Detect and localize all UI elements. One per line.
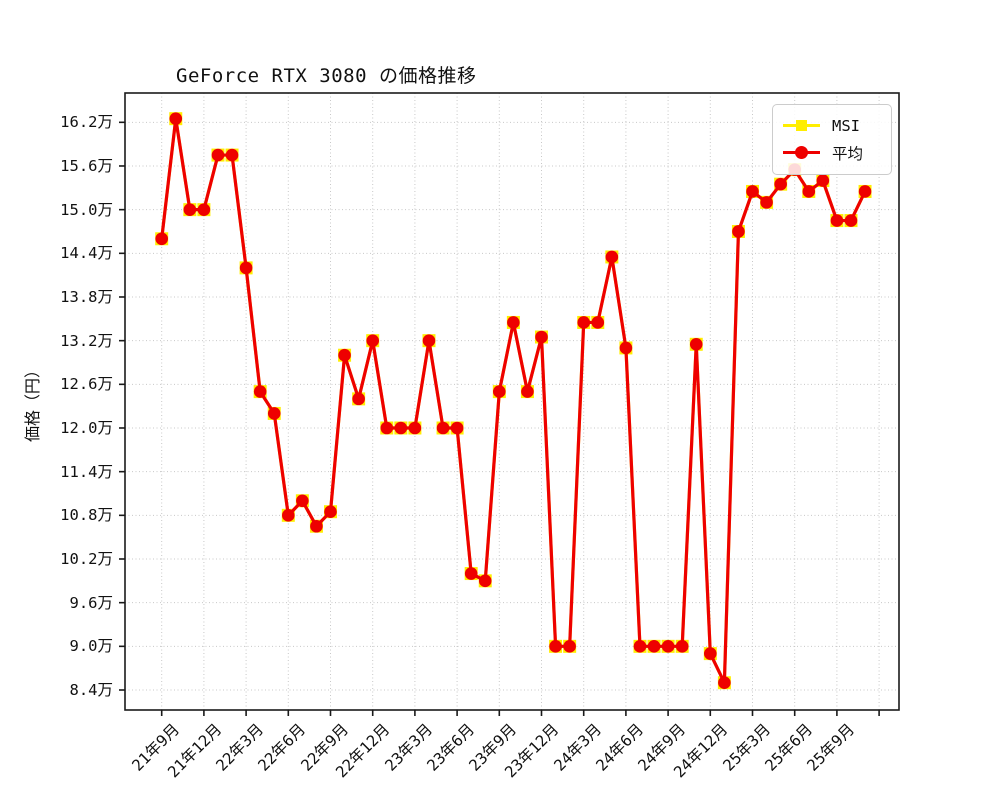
average-marker [310,519,323,533]
average-marker [436,421,450,435]
average-marker [549,640,562,653]
average-marker [493,385,506,398]
average-line-circle-marker-icon [783,146,820,160]
legend-item-msi: MSI [783,112,881,139]
average-marker [535,330,548,344]
average-marker [563,640,576,653]
average-marker [830,214,844,227]
average-marker [450,421,464,435]
average-marker [718,676,731,690]
legend-label-average: 平均 [832,144,864,163]
average-marker [394,421,408,435]
average-marker [352,392,365,406]
y-tick-label: 15.0万 [60,200,113,219]
average-marker [408,421,422,435]
average-marker [366,334,380,347]
y-tick-label: 8.4万 [69,681,114,699]
average-marker [774,177,787,191]
y-tick-label: 15.6万 [60,156,113,175]
legend-item-average: 平均 [783,139,881,166]
average-marker [732,225,745,238]
y-tick-label: 13.8万 [60,287,113,306]
average-marker [253,385,267,398]
average-marker [296,494,309,508]
legend-label-msi: MSI [832,116,860,135]
average-marker [521,385,534,398]
average-marker [324,505,337,518]
msi-line-square-marker-icon [783,119,820,133]
average-marker [746,185,759,198]
legend: MSI 平均 [772,104,892,175]
y-tick-label: 14.4万 [60,244,113,263]
average-marker [619,341,633,355]
average-marker [689,337,703,351]
y-tick-label: 12.6万 [60,375,113,394]
chart-title: GeForce RTX 3080 の価格推移 [176,65,477,87]
average-marker [704,647,717,660]
average-marker [591,316,605,329]
average-marker [282,509,295,522]
average-marker [802,185,816,198]
average-marker [225,148,239,162]
average-marker [844,214,858,227]
y-tick-label: 16.2万 [60,113,113,132]
average-marker [507,316,520,329]
average-marker [267,407,281,420]
average-marker [675,640,689,653]
average-marker [380,421,394,435]
y-tick-label: 10.8万 [60,506,113,525]
average-marker [661,640,675,653]
average-marker [338,348,351,362]
y-tick-label: 12.0万 [60,418,113,437]
average-marker [211,148,225,162]
y-tick-label: 11.4万 [60,462,113,481]
average-marker [858,185,872,198]
average-marker [197,203,211,216]
average-marker [633,640,647,653]
average-marker [605,250,619,264]
average-marker [647,640,661,653]
plot-border [124,92,900,711]
average-marker [183,203,197,216]
average-marker [239,261,253,275]
average-marker [478,574,492,588]
average-line [160,117,867,685]
average-marker [169,112,183,125]
y-tick-label: 10.2万 [60,549,113,568]
average-marker [464,567,478,580]
y-tick-label: 9.6万 [69,593,114,612]
average-marker [577,316,591,329]
average-marker [760,196,773,209]
average-marker [422,334,436,347]
average-marker [155,232,168,246]
y-tick-label: 13.2万 [60,331,113,350]
average-marker [816,174,830,187]
y-tick-label: 9.0万 [69,637,114,656]
